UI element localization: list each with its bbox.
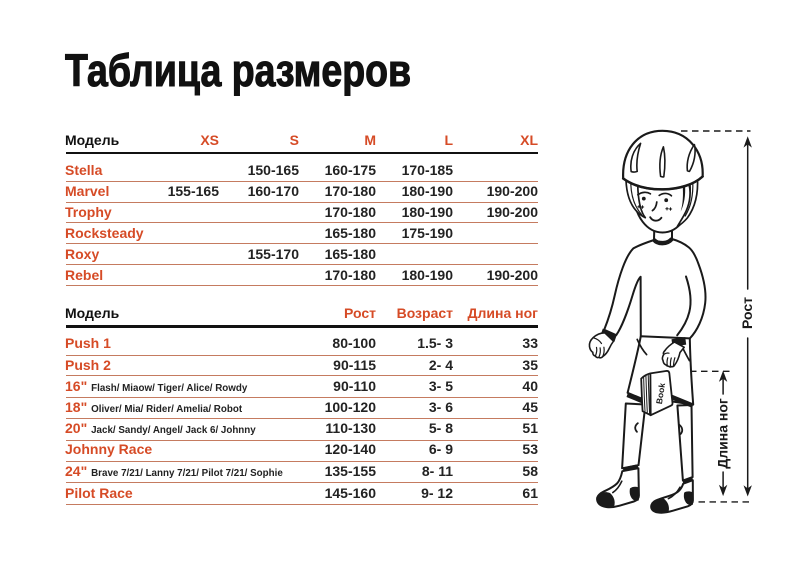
svg-text:Book: Book	[654, 382, 667, 405]
svg-text:Рост: Рост	[739, 297, 755, 329]
svg-text:Длина ног: Длина ног	[715, 398, 731, 469]
